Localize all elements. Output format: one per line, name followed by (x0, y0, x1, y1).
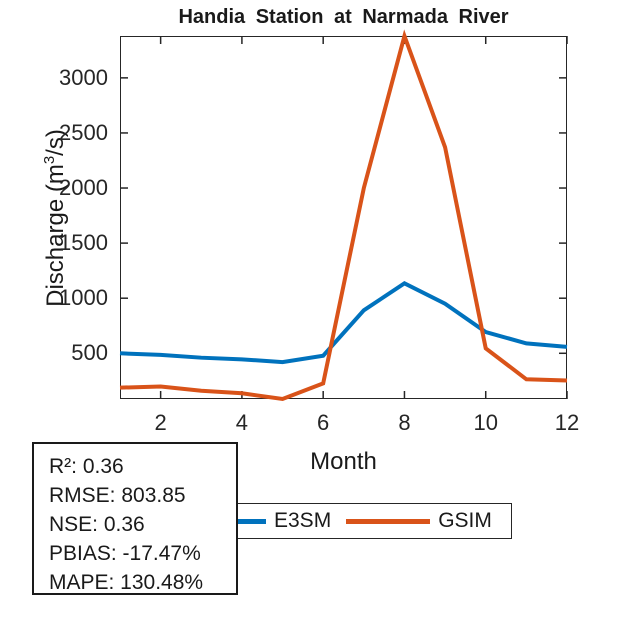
x-tick-2: 2 (154, 410, 167, 435)
stat-pbias: PBIAS: -17.47% (49, 542, 201, 565)
y-tick-2000: 2000 (59, 175, 108, 201)
y-tick-1000: 1000 (59, 285, 108, 311)
stats-annotation-box: R²: 0.36 RMSE: 803.85 NSE: 0.36 PBIAS: -… (32, 442, 238, 595)
y-tick-2500: 2500 (59, 119, 108, 145)
x-tick-8: 8 (398, 410, 411, 435)
stat-nse: NSE: 0.36 (49, 513, 145, 536)
y-tick-1500: 1500 (59, 230, 108, 256)
legend-label-gsim: GSIM (438, 509, 492, 532)
x-tick-6: 6 (317, 410, 330, 435)
y-axis-label: Discharge (m3/s) (41, 48, 73, 388)
stat-mape: MAPE: 130.48% (49, 571, 204, 594)
plot-area (119, 29, 568, 402)
plot-area-border (120, 36, 567, 399)
chart-title: Handia Station at Narmada River (178, 6, 509, 28)
legend-label-e3sm: E3SM (274, 509, 332, 532)
stat-rmse: RMSE: 803.85 (49, 484, 186, 507)
x-tick-10: 10 (473, 410, 498, 435)
x-tick-4: 4 (235, 410, 249, 435)
series-line-e3sm (119, 281, 568, 365)
y-tick-3000: 3000 (59, 64, 108, 90)
series-line-gsim (119, 29, 568, 402)
x-tick-12: 12 (554, 410, 580, 435)
gsim-line-swatch (346, 518, 431, 524)
stat-r2: R²: 0.36 (49, 455, 124, 478)
x-axis-label: Month (310, 448, 377, 475)
y-tick-500: 500 (71, 340, 108, 366)
y-axis-label-superscript: 3 (41, 155, 58, 165)
legend-item-gsim: GSIM (346, 509, 492, 533)
